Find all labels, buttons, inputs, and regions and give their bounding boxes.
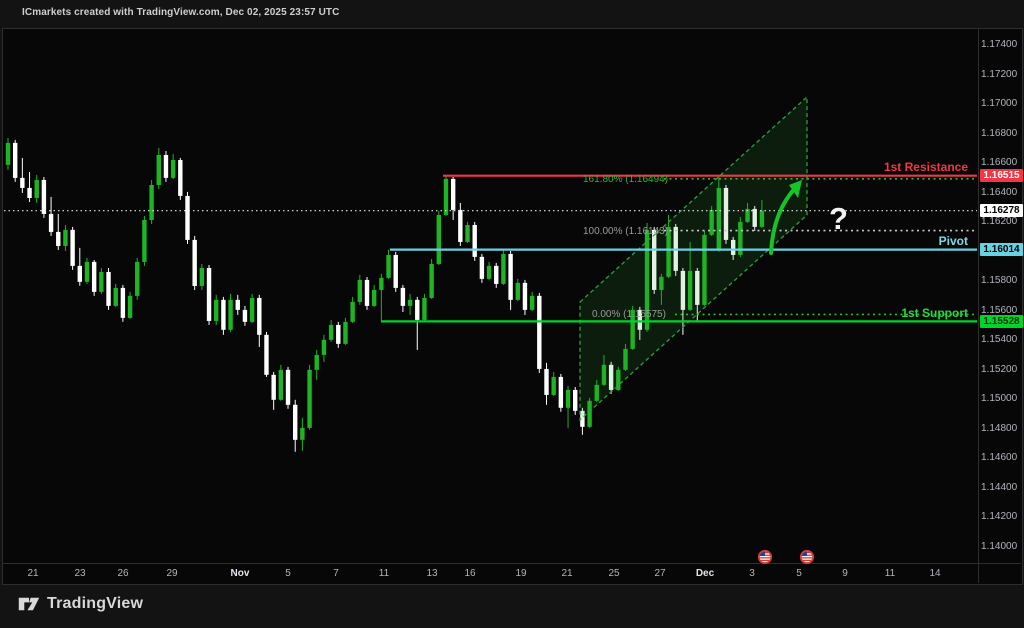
candlestick-series[interactable] bbox=[5, 138, 765, 452]
price-tick: 1.14400 bbox=[981, 481, 1018, 493]
pivot-label[interactable]: Pivot bbox=[938, 233, 968, 248]
time-tick: 16 bbox=[464, 568, 476, 579]
level-lines[interactable] bbox=[4, 174, 977, 323]
time-tick: 14 bbox=[929, 568, 941, 579]
us-flag-event[interactable] bbox=[799, 549, 815, 565]
time-tick: 9 bbox=[842, 568, 848, 579]
economic-event-flag-icons[interactable] bbox=[757, 549, 815, 565]
price-tick: 1.17000 bbox=[981, 98, 1018, 110]
price-tick: 1.14200 bbox=[981, 511, 1018, 523]
time-tick: 29 bbox=[166, 568, 178, 579]
price-tick: 1.14600 bbox=[981, 452, 1018, 464]
price-tick: 1.17200 bbox=[981, 68, 1018, 80]
time-tick: 27 bbox=[654, 568, 666, 579]
resistance-price-tag: 1.16515 bbox=[980, 169, 1023, 183]
last-price-tag: 1.16278 bbox=[980, 204, 1023, 218]
chart-plot-frame[interactable] bbox=[2, 28, 1023, 585]
fib-level-161-label[interactable]: 161.80% (1.16494) bbox=[583, 173, 669, 185]
time-tick: 5 bbox=[285, 568, 291, 579]
price-tick: 1.16600 bbox=[981, 157, 1018, 169]
price-tick: 1.15600 bbox=[981, 304, 1018, 316]
question-mark-annotation[interactable]: ? bbox=[829, 201, 848, 236]
time-tick: 21 bbox=[561, 568, 573, 579]
time-tick: Dec bbox=[695, 568, 715, 579]
resistance-label[interactable]: 1st Resistance bbox=[883, 159, 968, 174]
tradingview-logo-text: TradingView bbox=[47, 595, 144, 612]
time-tick: 13 bbox=[426, 568, 438, 579]
price-tick: 1.16200 bbox=[981, 216, 1018, 228]
price-tick: 1.14000 bbox=[981, 541, 1018, 552]
price-tick: 1.15400 bbox=[981, 334, 1018, 346]
time-tick: 19 bbox=[515, 568, 527, 579]
price-tick: 1.15200 bbox=[981, 363, 1018, 375]
time-tick: 11 bbox=[378, 568, 390, 579]
support-price-tag: 1.15528 bbox=[980, 314, 1023, 328]
pivot-price-tag: 1.16014 bbox=[980, 243, 1023, 257]
projection-arrow[interactable] bbox=[769, 180, 802, 255]
price-tick: 1.16800 bbox=[981, 127, 1018, 139]
fib-level-100-label[interactable]: 100.00% (1.16143) bbox=[583, 225, 669, 237]
price-tick: 1.15800 bbox=[981, 275, 1018, 287]
time-tick: 25 bbox=[608, 568, 620, 579]
time-tick: 7 bbox=[333, 568, 339, 579]
price-tick: 1.14800 bbox=[981, 422, 1018, 434]
time-tick: 26 bbox=[117, 568, 129, 579]
trend-channel-drawing[interactable] bbox=[579, 95, 808, 422]
time-tick: 23 bbox=[74, 568, 86, 579]
us-flag-event[interactable] bbox=[757, 549, 773, 565]
time-tick: 5 bbox=[796, 568, 802, 579]
time-tick: Nov bbox=[230, 568, 250, 579]
price-axis-divider bbox=[978, 29, 979, 583]
chart-watermark-title: ICmarkets created with TradingView.com, … bbox=[22, 7, 340, 18]
time-tick: 11 bbox=[884, 568, 896, 579]
price-tick: 1.17400 bbox=[981, 39, 1018, 50]
fib-level-0-label[interactable]: 0.00% (1.15575) bbox=[592, 309, 666, 321]
time-axis-divider bbox=[3, 563, 1021, 564]
time-tick: 3 bbox=[749, 568, 755, 579]
support-label[interactable]: 1st Support bbox=[901, 306, 968, 321]
tradingview-logo[interactable]: TradingView bbox=[18, 594, 143, 614]
price-tick: 1.15000 bbox=[981, 393, 1018, 405]
tradingview-logo-icon bbox=[18, 597, 40, 611]
price-tick: 1.16400 bbox=[981, 186, 1018, 198]
time-tick: 21 bbox=[27, 568, 39, 579]
